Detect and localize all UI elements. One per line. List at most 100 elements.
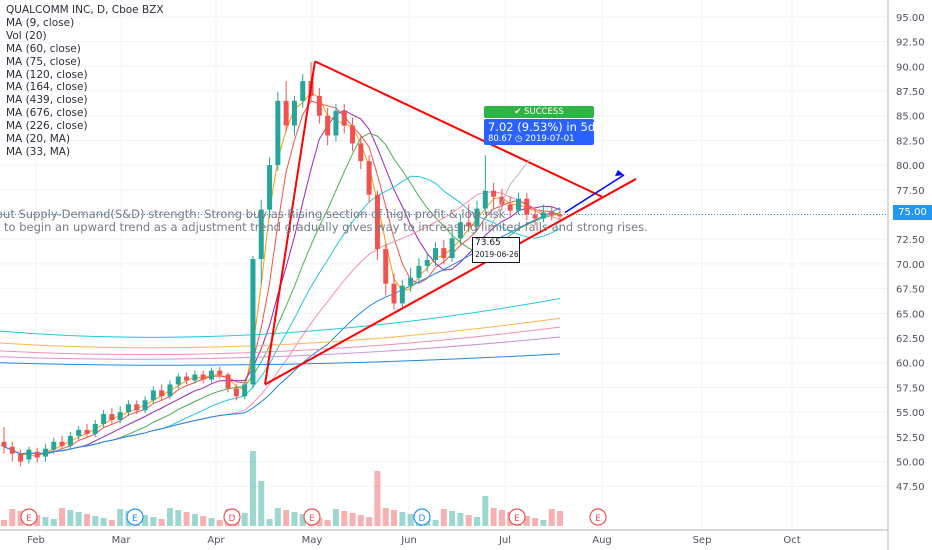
candle-body (433, 248, 439, 260)
candle-body (291, 100, 297, 126)
y-tick-label: 55.00 (896, 408, 925, 419)
candle-body (275, 100, 281, 166)
volume-bar (474, 517, 481, 526)
candle-body (391, 283, 397, 304)
current-price-tag: 75.00 (893, 205, 932, 220)
candle-body (325, 115, 331, 136)
y-tick-label: 57.50 (896, 383, 925, 394)
indicator-label: MA (20, MA) (6, 133, 71, 146)
candle-body (457, 222, 463, 239)
candle-body (101, 414, 107, 424)
volume-bar (341, 511, 348, 526)
volume-bar (59, 508, 66, 526)
volume-bar (357, 515, 364, 526)
volume-bar (92, 516, 99, 526)
candle-body (366, 161, 372, 195)
moving-average-line (0, 317, 561, 349)
annotation-line-2: to begin an upward trend as a adjustment… (4, 220, 648, 234)
volume-bar (34, 515, 41, 526)
moving-average-line (3, 109, 561, 455)
candle-body (449, 238, 455, 258)
candle-body (499, 196, 505, 205)
candle-body (42, 448, 48, 457)
volume-bar (490, 508, 497, 526)
volume-bar (332, 509, 339, 526)
x-tick-label: Jul (498, 535, 511, 546)
volume-bar (100, 518, 107, 526)
volume-bar (50, 519, 57, 526)
indicator-legend: QUALCOMM INC, D, Cboe BZX MA (9, close) … (6, 4, 164, 159)
low-price-callout: 73.65 2019-06-26 (472, 237, 520, 263)
volume-bar (1, 520, 7, 526)
moving-average-line (0, 336, 561, 360)
y-tick-label: 92.50 (896, 38, 925, 49)
y-tick-label: 90.00 (896, 62, 925, 73)
y-tick-label: 72.50 (896, 235, 925, 246)
candle-body (549, 212, 555, 215)
x-tick-label: Aug (592, 535, 612, 546)
low-price-value: 73.65 (475, 238, 501, 248)
volume-bar (258, 481, 265, 526)
volume-bar (249, 451, 256, 526)
y-tick-label: 82.50 (896, 136, 925, 147)
y-tick-label: 87.50 (896, 87, 925, 98)
candle-body (466, 222, 472, 227)
trendline (264, 61, 316, 385)
candle-body (333, 110, 339, 136)
candle-body (192, 374, 198, 381)
volume-bar (200, 516, 207, 526)
volume-bar (75, 512, 82, 526)
event-marker-label: E (132, 514, 138, 524)
candle-body (242, 384, 248, 397)
y-tick-label: 62.50 (896, 334, 925, 345)
indicator-label: MA (75, close) (6, 55, 81, 68)
candle-body (491, 190, 497, 197)
projection-arrow (564, 174, 625, 214)
volume-bar (366, 517, 373, 526)
candle-body (383, 249, 389, 284)
candle-body (267, 165, 273, 210)
y-tick-label: 65.00 (896, 309, 925, 320)
event-marker-label: D (419, 514, 426, 524)
event-marker-label: E (514, 514, 520, 524)
candle-body (258, 209, 264, 259)
candle-body (341, 110, 347, 126)
x-tick-label: Sep (693, 535, 712, 546)
indicator-label: MA (676, close) (6, 107, 88, 120)
volume-bar (150, 517, 157, 526)
y-tick-label: 85.00 (896, 112, 925, 123)
volume-bar (374, 471, 381, 526)
candle-body (532, 214, 538, 219)
volume-bar (83, 514, 90, 526)
candle-body (316, 95, 322, 116)
volume-bar (166, 508, 173, 526)
volume-bar (557, 511, 563, 526)
candle-body (283, 100, 289, 126)
volume-bar (449, 511, 456, 526)
volume-bar (523, 516, 530, 526)
candle-body (540, 212, 546, 219)
indicator-label: MA (60, close) (6, 42, 81, 55)
volume-bar (291, 512, 298, 526)
trendline (314, 60, 603, 198)
gain-value: 7.02 (9.53%) in 5d (488, 120, 596, 134)
low-price-date: 2019-06-26 (475, 250, 519, 259)
event-marker-icon (508, 508, 526, 526)
indicator-label: MA (226, close) (6, 120, 88, 133)
candle-body (250, 258, 256, 385)
x-tick-label: Feb (27, 535, 45, 546)
candle-body (557, 214, 563, 217)
candle-body (200, 374, 206, 380)
volume-bar (482, 496, 489, 526)
indicator-label: MA (9, close) (6, 16, 75, 29)
indicator-label: MA (439, close) (6, 94, 88, 107)
annotation-line-1: out Supply-Demand(S&D) strength: Strong … (0, 207, 506, 221)
candle-body (217, 370, 223, 375)
symbol-title: QUALCOMM INC, D, Cboe BZX (6, 4, 164, 16)
volume-bar (67, 510, 74, 526)
volume-bar (299, 514, 306, 526)
x-tick-label: Apr (207, 535, 225, 546)
candle-body (167, 384, 173, 397)
